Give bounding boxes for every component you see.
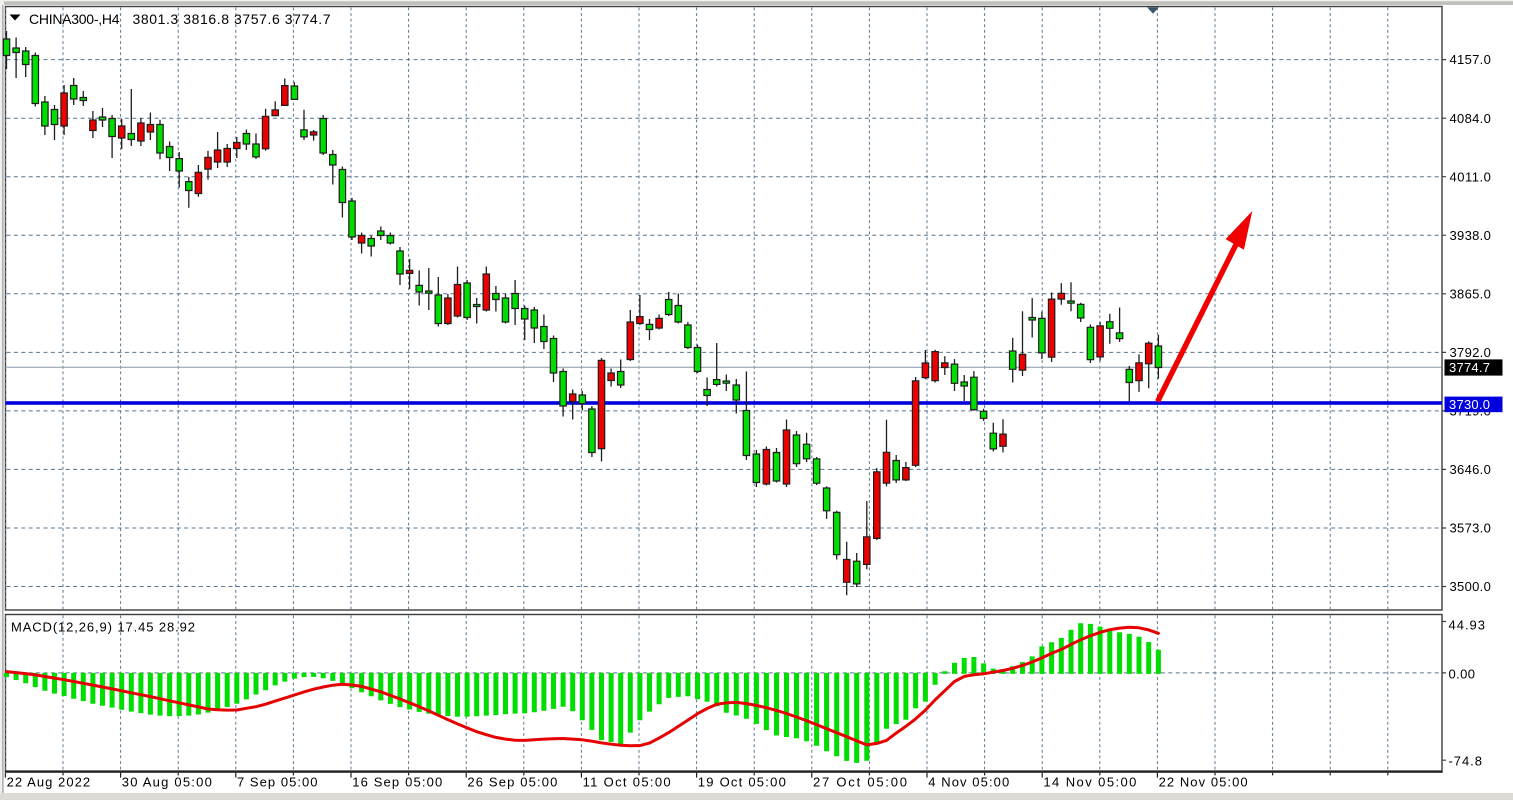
svg-text:7 Sep 05:00: 7 Sep 05:00 — [237, 774, 318, 789]
svg-text:26 Sep 05:00: 26 Sep 05:00 — [467, 774, 557, 789]
svg-text:44.93: 44.93 — [1449, 617, 1486, 632]
svg-text:3646.0: 3646.0 — [1450, 462, 1491, 477]
svg-text:3865.0: 3865.0 — [1450, 286, 1491, 301]
svg-text:-74.8: -74.8 — [1449, 754, 1483, 769]
svg-text:3792.0: 3792.0 — [1450, 345, 1491, 360]
svg-text:3730.0: 3730.0 — [1449, 397, 1490, 412]
svg-text:4011.0: 4011.0 — [1450, 169, 1491, 184]
svg-text:4157.0: 4157.0 — [1450, 52, 1491, 67]
svg-text:4084.0: 4084.0 — [1450, 111, 1491, 126]
svg-text:19 Oct 05:00: 19 Oct 05:00 — [698, 774, 786, 789]
svg-text:3573.0: 3573.0 — [1450, 521, 1491, 536]
svg-text:0.00: 0.00 — [1449, 667, 1476, 682]
svg-text:MACD(12,26,9) 17.45 28.92: MACD(12,26,9) 17.45 28.92 — [11, 620, 195, 635]
svg-text:16 Sep 05:00: 16 Sep 05:00 — [352, 774, 442, 789]
svg-text:3774.7: 3774.7 — [1449, 360, 1490, 375]
svg-text:22 Nov 05:00: 22 Nov 05:00 — [1159, 774, 1248, 789]
svg-text:27 Oct 05:00: 27 Oct 05:00 — [813, 774, 907, 789]
svg-text:3938.0: 3938.0 — [1450, 228, 1491, 243]
svg-text:14 Nov 05:00: 14 Nov 05:00 — [1043, 774, 1136, 789]
svg-text:3500.0: 3500.0 — [1450, 579, 1491, 594]
svg-text:4 Nov 05:00: 4 Nov 05:00 — [928, 774, 1009, 789]
svg-text:CHINA300-,H4: CHINA300-,H4 — [29, 11, 120, 27]
svg-text:3801.3 3816.8 3757.6 3774.7: 3801.3 3816.8 3757.6 3774.7 — [133, 11, 331, 27]
svg-text:22 Aug 2022: 22 Aug 2022 — [7, 774, 91, 789]
svg-text:30 Aug 05:00: 30 Aug 05:00 — [122, 774, 212, 789]
